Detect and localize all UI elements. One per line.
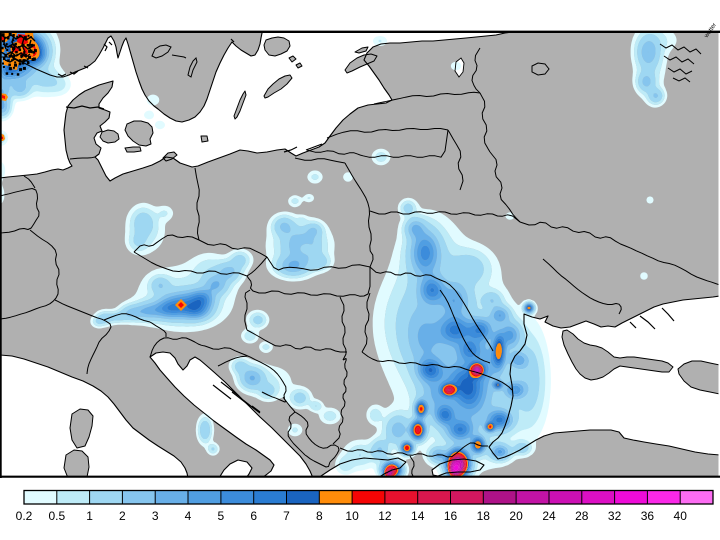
- svg-text:12: 12: [378, 509, 392, 523]
- svg-text:1: 1: [86, 509, 93, 523]
- svg-text:7: 7: [283, 509, 290, 523]
- svg-text:14: 14: [411, 509, 425, 523]
- svg-text:40: 40: [674, 509, 688, 523]
- svg-text:18: 18: [477, 509, 491, 523]
- svg-text:28: 28: [575, 509, 589, 523]
- svg-text:32: 32: [608, 509, 622, 523]
- svg-text:8: 8: [316, 509, 323, 523]
- svg-text:10: 10: [345, 509, 359, 523]
- svg-text:6: 6: [250, 509, 257, 523]
- svg-text:24: 24: [542, 509, 556, 523]
- svg-text:16: 16: [444, 509, 458, 523]
- svg-text:4: 4: [185, 509, 192, 523]
- svg-text:36: 36: [641, 509, 655, 523]
- svg-text:0.2: 0.2: [16, 509, 33, 523]
- svg-text:3: 3: [152, 509, 159, 523]
- svg-text:0.5: 0.5: [48, 509, 65, 523]
- svg-text:20: 20: [509, 509, 523, 523]
- svg-text:5: 5: [218, 509, 225, 523]
- svg-text:2: 2: [119, 509, 126, 523]
